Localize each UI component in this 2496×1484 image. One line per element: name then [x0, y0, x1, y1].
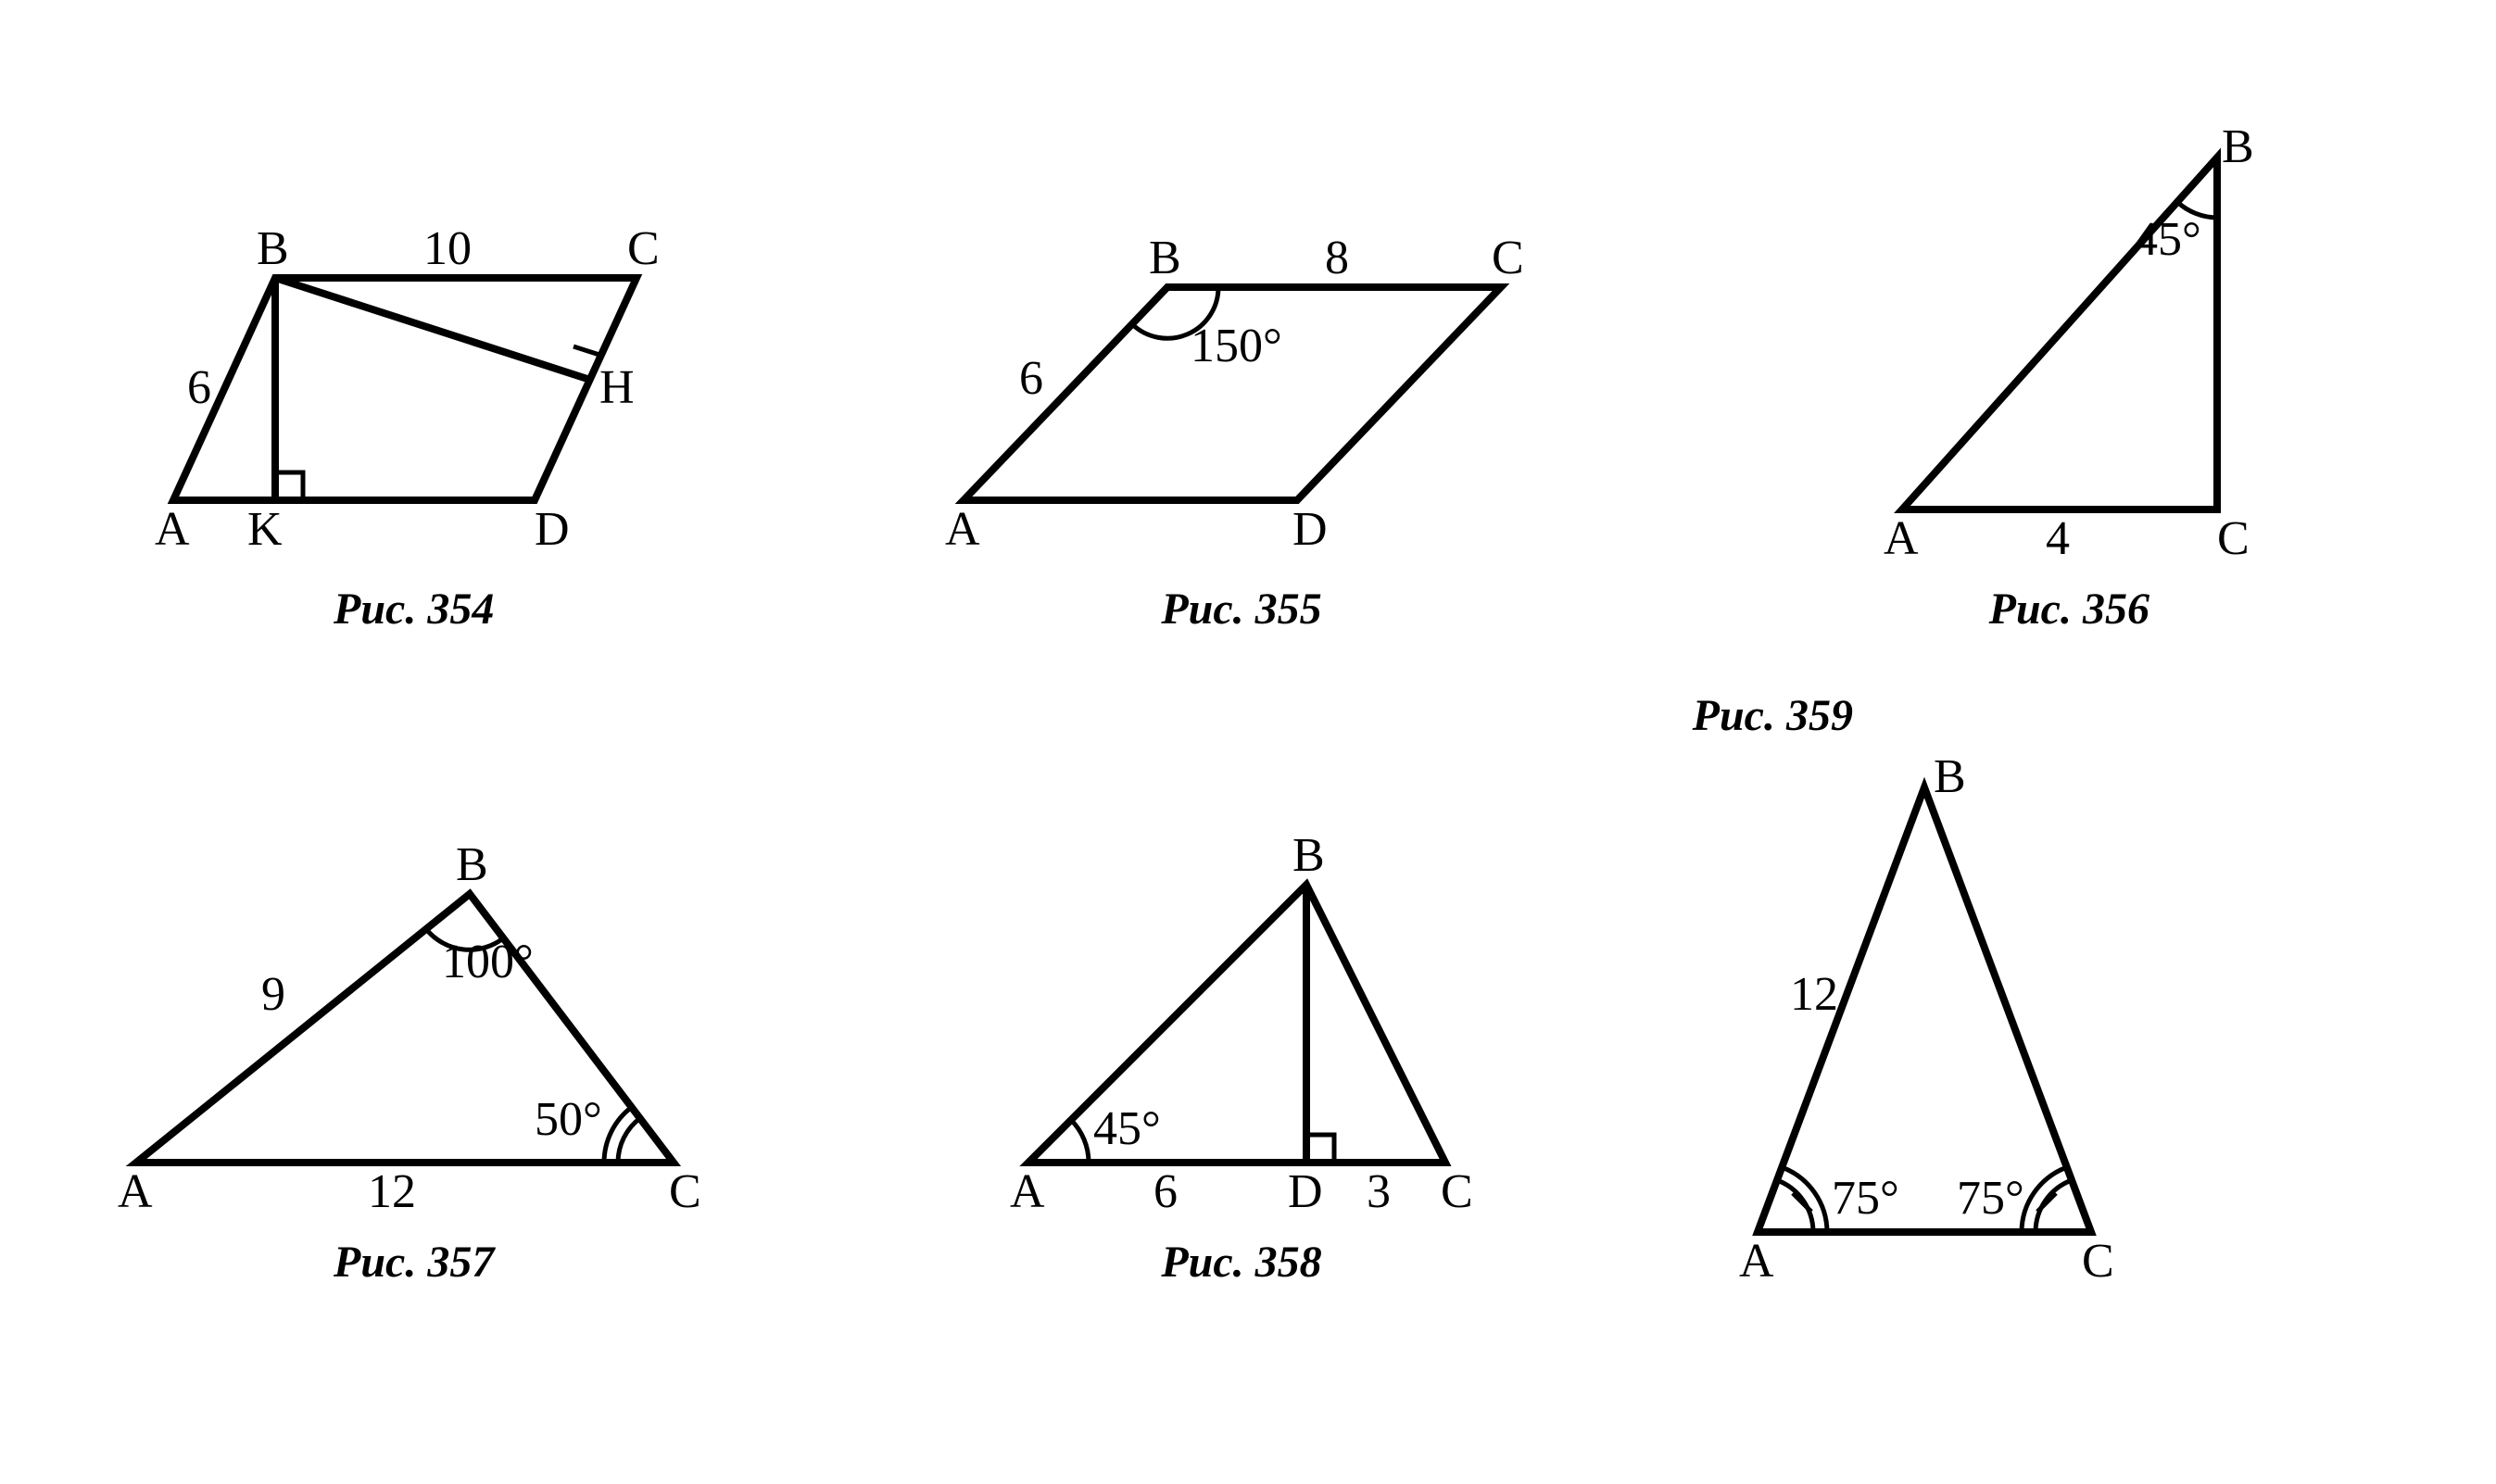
label-angle-B: 45°	[2134, 213, 2201, 266]
label-angle-C: 50°	[535, 1093, 602, 1146]
label-AB: 12	[1790, 968, 1838, 1021]
label-A: A	[1010, 1165, 1045, 1218]
label-C: C	[627, 222, 660, 275]
parallelogram	[173, 278, 637, 500]
diagram-357: A B C 9 12 100° 50°	[99, 829, 729, 1218]
label-H: H	[599, 361, 635, 414]
label-C: C	[1441, 1165, 1473, 1218]
label-AC: 12	[368, 1165, 416, 1218]
angle-arc-C1	[618, 1118, 640, 1163]
label-angle-B: 150°	[1191, 320, 1282, 372]
label-AB: 6	[187, 361, 211, 414]
segment-BH	[275, 278, 590, 380]
triangle	[1902, 157, 2217, 509]
label-B: B	[456, 838, 488, 891]
label-C: C	[2082, 1235, 2114, 1288]
caption-354: Рис. 354	[334, 584, 494, 635]
label-A: A	[155, 503, 190, 556]
label-angle-C: 75°	[1957, 1172, 2024, 1225]
label-angle-A: 45°	[1093, 1102, 1161, 1155]
label-angle-A: 75°	[1832, 1172, 1899, 1225]
caption-357: Рис. 357	[334, 1237, 494, 1288]
diagram-358: A B C D 6 3 45°	[982, 829, 1501, 1218]
caption-356: Рис. 356	[1989, 584, 2149, 635]
label-B: B	[1149, 232, 1181, 284]
label-D: D	[1292, 503, 1328, 556]
label-C: C	[1492, 232, 1524, 284]
label-B: B	[1934, 750, 1966, 803]
label-A: A	[1884, 512, 1919, 565]
caption-358: Рис. 358	[1161, 1237, 1321, 1288]
figure-354: A B C D K H 6 10 Рис. 354	[37, 37, 790, 635]
label-C: C	[2217, 512, 2250, 565]
label-D: D	[1288, 1165, 1323, 1218]
label-K: K	[247, 503, 283, 556]
figure-359: Рис. 359 A B C 12 75° 75°	[1693, 690, 2446, 1288]
diagram-354: A B C D K H 6 10	[136, 195, 692, 565]
angle-arc-A	[1071, 1120, 1089, 1163]
label-AB: 6	[1019, 352, 1043, 405]
label-AC: 4	[2046, 512, 2070, 565]
triangle	[1028, 885, 1445, 1163]
diagram-359: A B C 12 75° 75°	[1693, 750, 2156, 1288]
label-AD: 6	[1153, 1165, 1178, 1218]
label-A: A	[1739, 1235, 1774, 1288]
figure-358: A B C D 6 3 45° Рис. 358	[864, 690, 1618, 1288]
figure-356: A B C 4 45° Рис. 356	[1693, 37, 2446, 635]
figure-355: A B C D 6 8 150° Рис. 355	[864, 37, 1618, 635]
label-A: A	[945, 503, 980, 556]
label-B: B	[1292, 829, 1325, 882]
label-BC: 10	[423, 222, 472, 275]
label-AB: 9	[261, 968, 285, 1021]
label-angle-B: 100°	[442, 936, 534, 988]
right-angle-D	[1306, 1135, 1334, 1163]
figure-357: A B C 9 12 100° 50° Рис. 357	[37, 690, 790, 1288]
label-BC: 8	[1325, 232, 1349, 284]
caption-359: Рис. 359	[1693, 690, 1853, 741]
caption-355: Рис. 355	[1161, 584, 1321, 635]
label-D: D	[535, 503, 570, 556]
label-C: C	[669, 1165, 701, 1218]
label-A: A	[118, 1165, 153, 1218]
diagram-355: A B C D 6 8 150°	[927, 195, 1557, 565]
label-B: B	[2222, 120, 2254, 173]
label-DC: 3	[1367, 1165, 1391, 1218]
diagram-356: A B C 4 45°	[1847, 120, 2291, 565]
right-angle-K	[275, 472, 303, 500]
label-B: B	[257, 222, 289, 275]
